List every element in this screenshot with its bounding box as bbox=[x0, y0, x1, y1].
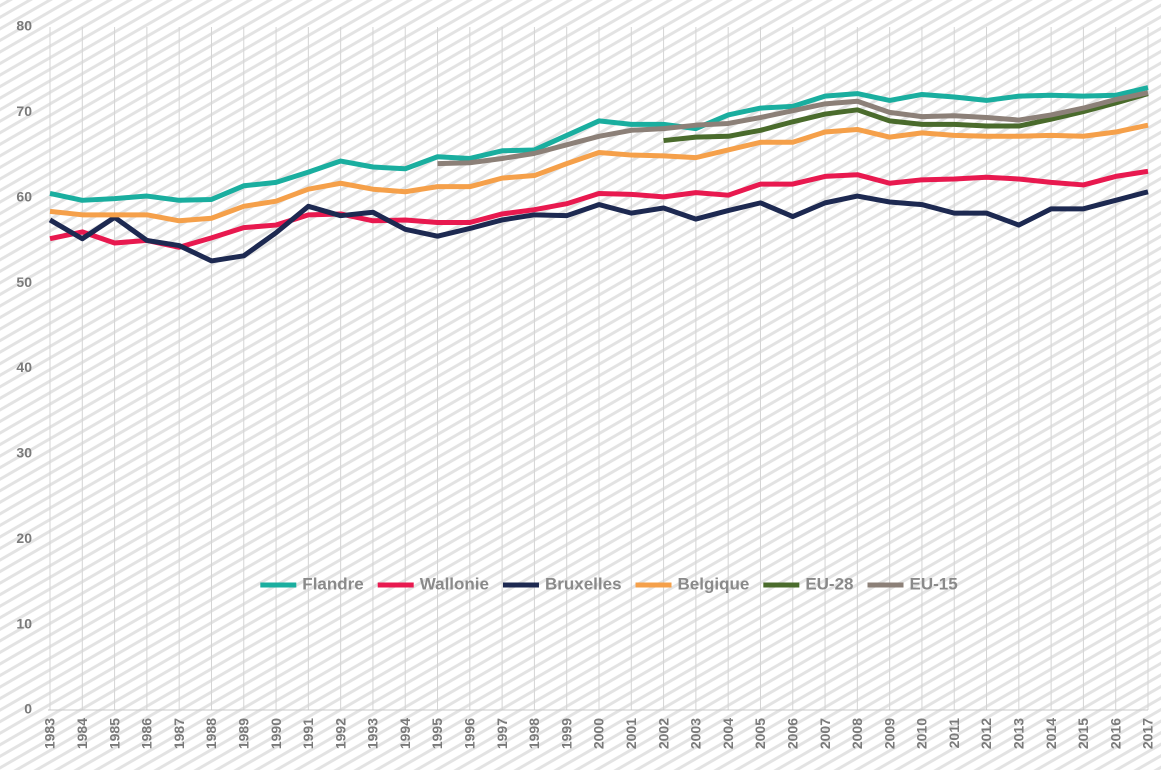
x-tick-label: 2011 bbox=[946, 718, 962, 749]
x-tick-label: 1996 bbox=[462, 718, 478, 749]
series-line bbox=[437, 90, 1149, 167]
y-tick-label: 80 bbox=[16, 18, 32, 34]
y-tick-label: 50 bbox=[16, 274, 32, 290]
series-line bbox=[49, 122, 1149, 224]
x-tick-label: 1988 bbox=[203, 718, 219, 749]
legend-label: EU-28 bbox=[805, 574, 853, 593]
x-tick-label: 1997 bbox=[494, 718, 510, 749]
x-tick-label: 2013 bbox=[1011, 718, 1027, 749]
x-tick-label: 2002 bbox=[655, 718, 671, 749]
series-line bbox=[49, 85, 1149, 203]
legend-label: Flandre bbox=[302, 574, 363, 593]
y-tick-label: 10 bbox=[16, 615, 32, 631]
series-line bbox=[49, 168, 1149, 250]
x-tick-label: 1987 bbox=[171, 718, 187, 749]
y-tick-label: 30 bbox=[16, 445, 32, 461]
x-tick-label: 2010 bbox=[914, 718, 930, 749]
x-tick-label: 1991 bbox=[300, 718, 316, 749]
x-tick-label: 1998 bbox=[526, 718, 542, 749]
legend-label: Bruxelles bbox=[545, 574, 622, 593]
x-tick-label: 1992 bbox=[332, 718, 348, 749]
x-tick-label: 2016 bbox=[1107, 718, 1123, 749]
x-tick-label: 2008 bbox=[849, 718, 865, 749]
series-line bbox=[663, 91, 1149, 144]
legend-label: Belgique bbox=[678, 574, 750, 593]
x-tick-label: 2001 bbox=[623, 718, 639, 749]
x-tick-label: 2006 bbox=[784, 718, 800, 749]
x-tick-label: 1989 bbox=[235, 718, 251, 749]
y-tick-label: 70 bbox=[16, 103, 32, 119]
x-tick-label: 2004 bbox=[720, 718, 736, 749]
series-line bbox=[48, 189, 1149, 264]
x-tick-label: 1983 bbox=[42, 718, 58, 749]
legend-label: Wallonie bbox=[420, 574, 489, 593]
x-tick-label: 2003 bbox=[688, 718, 704, 749]
x-tick-label: 2007 bbox=[817, 718, 833, 749]
x-tick-label: 2017 bbox=[1140, 718, 1156, 749]
y-tick-label: 0 bbox=[24, 701, 32, 717]
x-tick-label: 1990 bbox=[268, 718, 284, 749]
x-tick-label: 1995 bbox=[429, 718, 445, 749]
x-tick-label: 1985 bbox=[106, 718, 122, 749]
y-tick-label: 20 bbox=[16, 530, 32, 546]
legend: Flandre Wallonie Bruxelles Belgique EU-28 EU-… bbox=[260, 574, 958, 593]
y-tick-label: 40 bbox=[16, 359, 32, 375]
x-tick-label: 2005 bbox=[752, 718, 768, 749]
x-tick-label: 2012 bbox=[978, 718, 994, 749]
x-tick-label: 1994 bbox=[397, 718, 413, 749]
x-tick-label: 1999 bbox=[558, 718, 574, 749]
x-tick-label: 2009 bbox=[881, 718, 897, 749]
x-tick-label: 2000 bbox=[591, 718, 607, 749]
x-tick-label: 1986 bbox=[139, 718, 155, 749]
y-tick-label: 60 bbox=[16, 188, 32, 204]
x-tick-label: 2015 bbox=[1075, 718, 1091, 749]
x-tick-label: 2014 bbox=[1043, 718, 1059, 749]
x-tick-label: 1993 bbox=[365, 718, 381, 749]
x-tick-label: 1984 bbox=[74, 718, 90, 749]
legend-label: EU-15 bbox=[910, 574, 958, 593]
